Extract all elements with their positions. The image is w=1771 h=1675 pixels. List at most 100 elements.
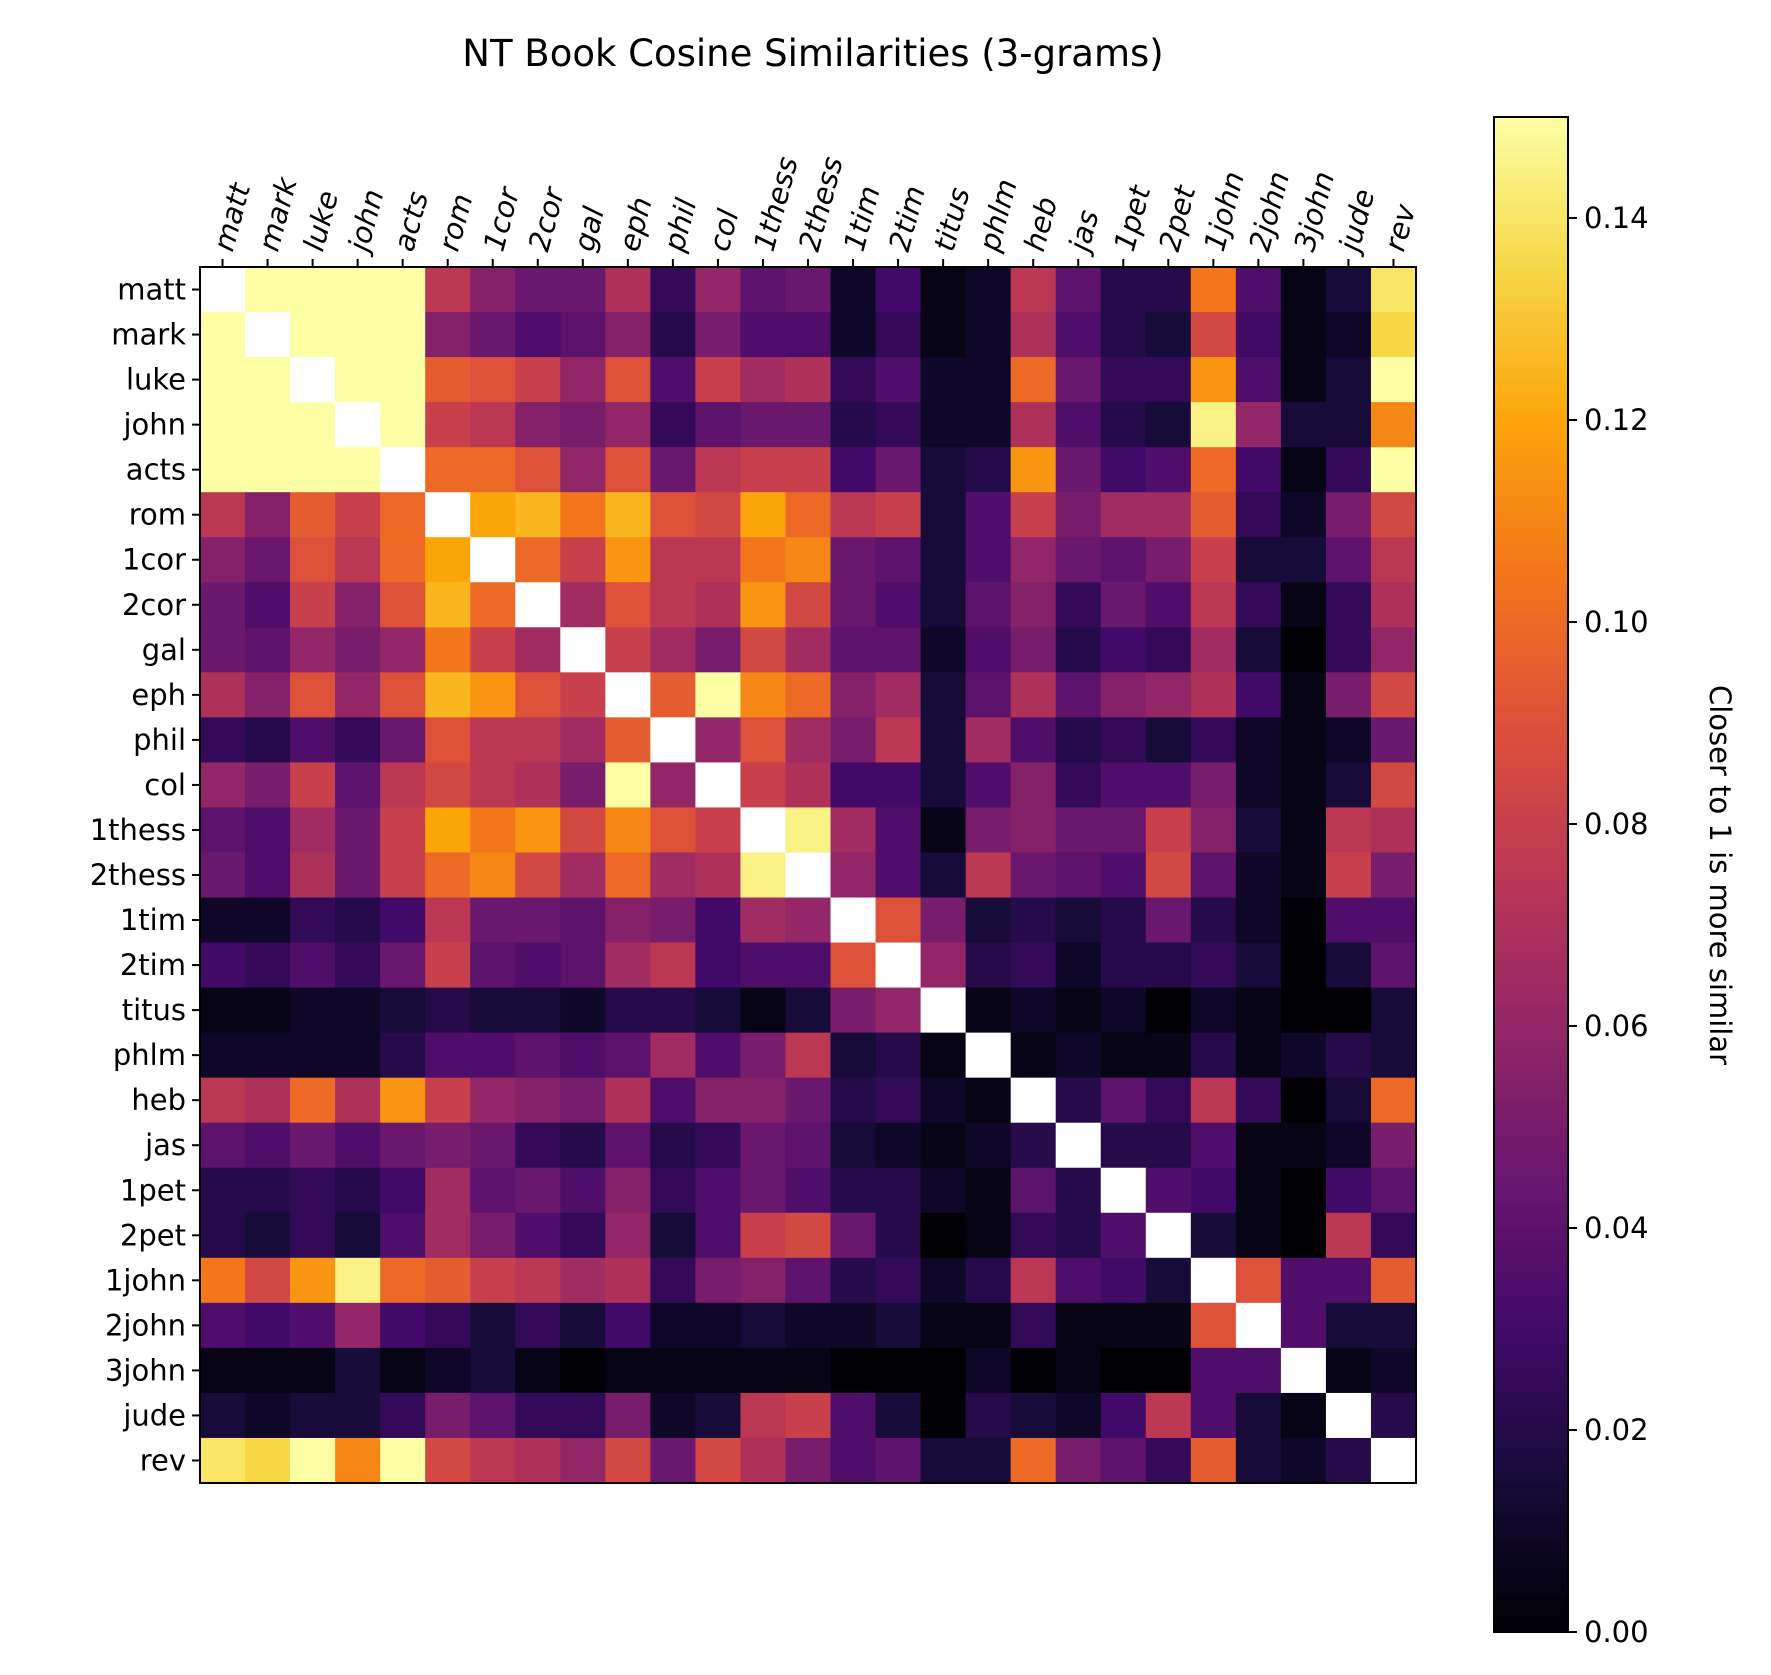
heatmap-cell [605,582,651,628]
heatmap-cell [1280,1077,1327,1124]
y-tick-label: 1pet [120,1173,186,1207]
heatmap-cell [1055,897,1102,944]
heatmap-cell [290,1212,336,1259]
heatmap-cell [785,1392,832,1439]
heatmap-cell [965,627,1012,673]
heatmap-cell [470,942,516,989]
heatmap-cell [560,807,606,854]
heatmap-cell [830,1347,877,1394]
heatmap-cell [1100,717,1147,764]
heatmap-cell [290,942,336,989]
heatmap-cell [1145,762,1192,809]
heatmap-cell [1055,492,1102,538]
heatmap-cell [335,312,381,358]
heatmap-cell [1190,537,1237,583]
heatmap-cell [830,762,877,809]
heatmap-cell [740,1347,787,1394]
heatmap-cell [740,627,787,673]
heatmap-cell [605,1392,651,1439]
heatmap-cell [695,807,742,854]
heatmap-cell [1325,1077,1372,1124]
heatmap-cell [1235,987,1282,1034]
heatmap-cell [1235,1302,1282,1349]
heatmap-cell [380,987,426,1034]
heatmap-cell [1235,447,1282,493]
heatmap-cell [290,852,336,899]
heatmap-cell [1010,312,1057,358]
heatmap-cell [1370,852,1417,899]
heatmap-cell [515,357,561,403]
heatmap-cell [1010,267,1057,313]
heatmap-cell [425,1437,471,1484]
heatmap-cell [380,537,426,583]
heatmap-cell [695,1077,742,1124]
heatmap-cell [380,1032,426,1079]
heatmap-cell [515,492,561,538]
heatmap-cell [605,1347,651,1394]
heatmap-cell [380,762,426,809]
heatmap-cell [1370,942,1417,989]
heatmap-cell [740,942,787,989]
heatmap-cell [830,942,877,989]
heatmap-cell [380,402,426,448]
heatmap-cell [200,672,246,718]
y-tick-label: matt [117,273,186,307]
heatmap-cell [1100,267,1147,313]
y-tick-label: 1tim [120,903,186,937]
heatmap-cell [290,1392,336,1439]
heatmap-cell [605,717,651,764]
heatmap-cell [920,1167,967,1214]
heatmap-cell [515,582,561,628]
heatmap-cell [515,942,561,989]
heatmap-cell [1010,582,1057,628]
heatmap-cell [1145,1212,1192,1259]
heatmap-cell [1370,537,1417,583]
heatmap-cell [1055,402,1102,448]
heatmap-cell [785,1167,832,1214]
heatmap-cell [785,312,832,358]
heatmap-cell [1235,1257,1282,1304]
heatmap-cell [1280,1347,1327,1394]
heatmap-cell [1010,897,1057,944]
heatmap-cell [785,447,832,493]
heatmap-cell [695,1347,742,1394]
heatmap-cell [1190,1122,1237,1169]
heatmap-cell [380,447,426,493]
heatmap-cell [1100,537,1147,583]
heatmap-cell [335,582,381,628]
heatmap-cell [830,852,877,899]
heatmap-cell [1010,1437,1057,1484]
heatmap-cell [695,1032,742,1079]
heatmap-cell [380,1122,426,1169]
heatmap-cell [875,402,922,448]
heatmap-cell [965,1167,1012,1214]
heatmap-cell [830,1122,877,1169]
heatmap-cell [1190,627,1237,673]
heatmap-cell [875,312,922,358]
heatmap-cell [830,492,877,538]
heatmap-cell [335,1302,381,1349]
heatmap-cell [1280,852,1327,899]
heatmap-cell [1055,1257,1102,1304]
heatmap-cell [425,267,471,313]
heatmap-cell [1055,582,1102,628]
heatmap-cell [515,1122,561,1169]
heatmap-cell [515,312,561,358]
heatmap-cell [740,312,787,358]
heatmap-cell [470,672,516,718]
heatmap-cell [920,672,967,718]
heatmap-cell [380,1437,426,1484]
heatmap-cell [515,762,561,809]
heatmap-cell [695,762,742,809]
heatmap-cell [650,627,697,673]
heatmap-cell [1325,897,1372,944]
heatmap-cell [740,897,787,944]
heatmap-cell [695,537,742,583]
heatmap-cell [290,1167,336,1214]
heatmap-cell [1055,312,1102,358]
heatmap-cell [1370,672,1417,718]
heatmap-cell [560,987,606,1034]
heatmap-cell [965,807,1012,854]
heatmap-cell [740,717,787,764]
heatmap-cell [1370,717,1417,764]
